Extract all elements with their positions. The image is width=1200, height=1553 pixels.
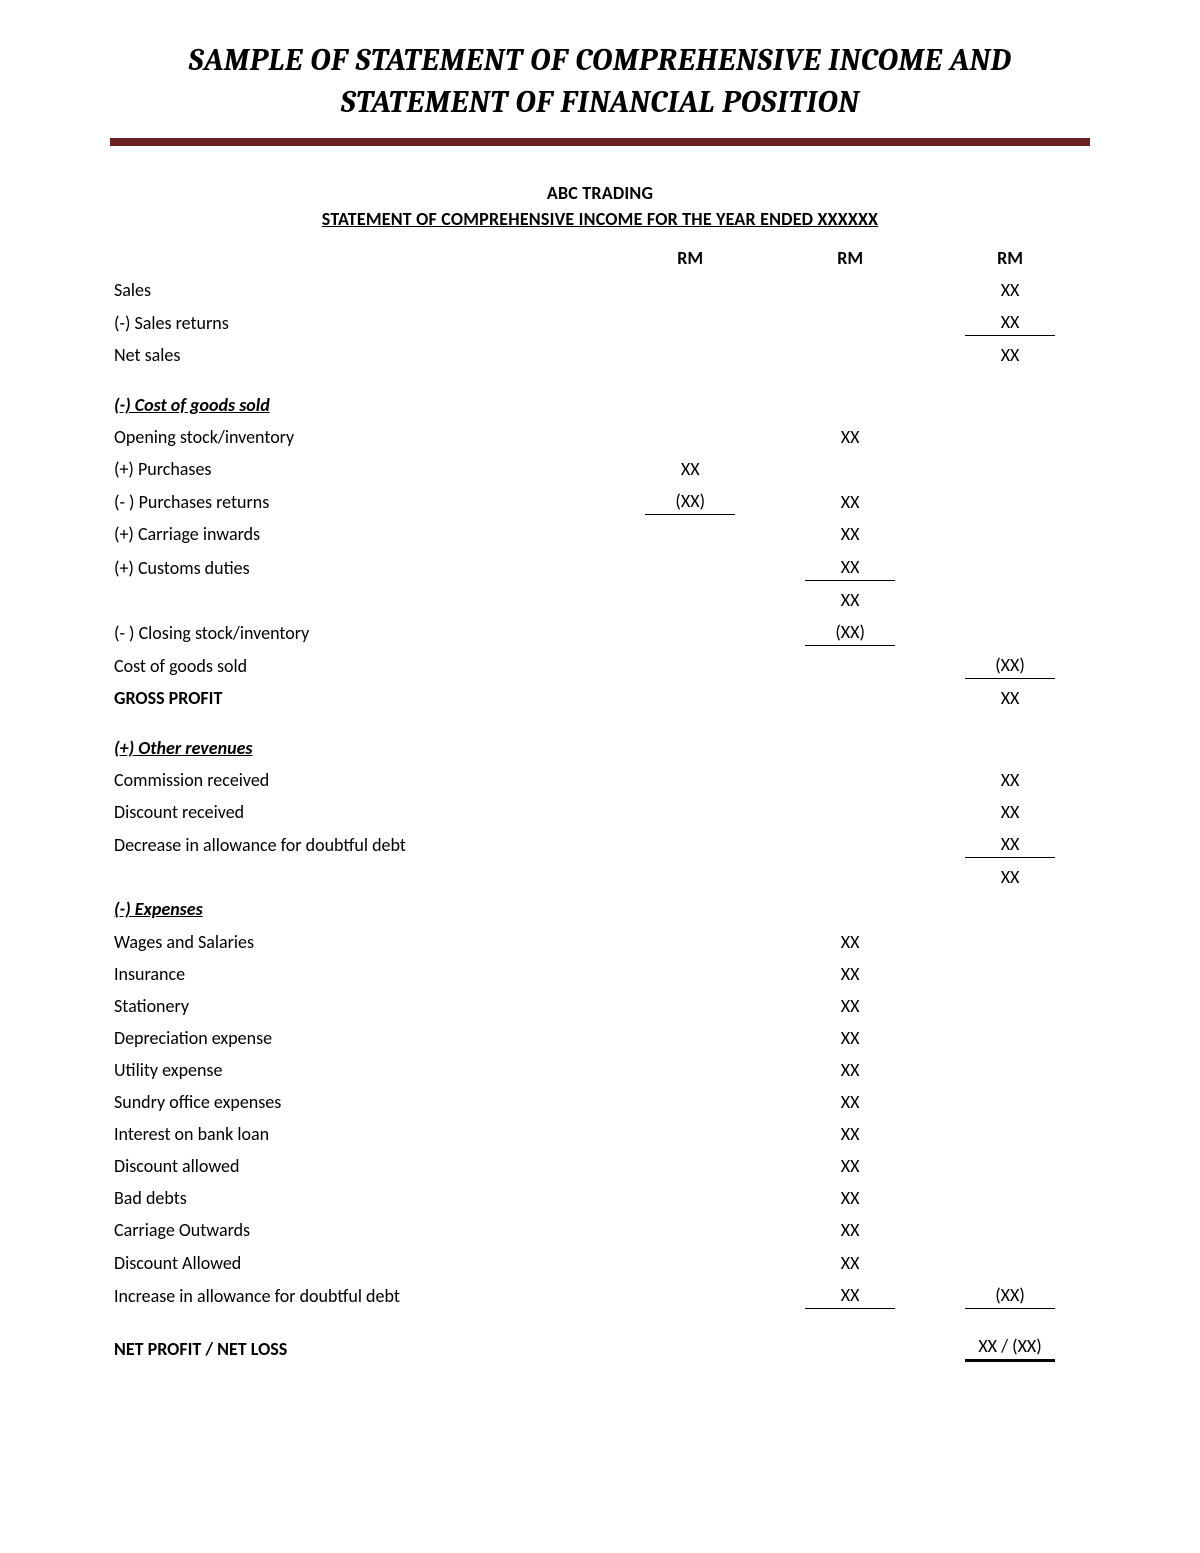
document-title: SAMPLE OF STATEMENT OF COMPREHENSIVE INC… — [110, 40, 1090, 124]
row-cogs-subtotal: XX — [110, 584, 1090, 616]
statement-title: STATEMENT OF COMPREHENSIVE INCOME FOR TH… — [110, 208, 1090, 230]
row-interest: Interest on bank loan XX — [110, 1118, 1090, 1150]
row-commission-received: Commission received XX — [110, 764, 1090, 796]
row-net-profit-loss: NET PROFIT / NET LOSS XX / (XX) — [110, 1330, 1090, 1365]
section-cogs: (-) Cost of goods sold — [110, 389, 1090, 421]
row-sundry: Sundry office expenses XX — [110, 1086, 1090, 1118]
row-customs-duties: (+) Customs duties XX — [110, 551, 1090, 584]
company-name: ABC TRADING — [110, 182, 1090, 204]
row-depreciation: Depreciation expense XX — [110, 1022, 1090, 1054]
section-other-revenues: (+) Other revenues — [110, 732, 1090, 764]
column-header-row: RM RM RM — [110, 242, 1090, 274]
income-statement-table: RM RM RM Sales XX (-) Sales returns XX N… — [110, 242, 1090, 1365]
row-discount-allowed-2: Discount Allowed XX — [110, 1247, 1090, 1279]
page: SAMPLE OF STATEMENT OF COMPREHENSIVE INC… — [0, 0, 1200, 1553]
row-sales-returns: (-) Sales returns XX — [110, 306, 1090, 339]
col-header-2: RM — [805, 245, 895, 271]
section-expenses: (-) Expenses — [110, 893, 1090, 925]
row-increase-allowance: Increase in allowance for doubtful debt … — [110, 1279, 1090, 1312]
row-discount-received: Discount received XX — [110, 796, 1090, 828]
row-other-revenues-subtotal: XX — [110, 861, 1090, 893]
row-purchases: (+) Purchases XX — [110, 453, 1090, 485]
row-decrease-allowance: Decrease in allowance for doubtful debt … — [110, 828, 1090, 861]
row-insurance: Insurance XX — [110, 958, 1090, 990]
row-carriage-inwards: (+) Carriage inwards XX — [110, 518, 1090, 550]
horizontal-rule — [110, 138, 1090, 146]
row-carriage-outwards: Carriage Outwards XX — [110, 1214, 1090, 1246]
row-sales: Sales XX — [110, 274, 1090, 306]
row-net-sales: Net sales XX — [110, 339, 1090, 371]
row-discount-allowed-1: Discount allowed XX — [110, 1150, 1090, 1182]
title-line-2: STATEMENT OF FINANCIAL POSITION — [341, 84, 860, 120]
row-gross-profit: GROSS PROFIT XX — [110, 682, 1090, 714]
row-purchases-returns: (- ) Purchases returns (XX) XX — [110, 485, 1090, 518]
row-bad-debts: Bad debts XX — [110, 1182, 1090, 1214]
row-opening-stock: Opening stock/inventory XX — [110, 421, 1090, 453]
row-cogs-total: Cost of goods sold (XX) — [110, 649, 1090, 682]
col-header-1: RM — [645, 245, 735, 271]
row-closing-stock: (- ) Closing stock/inventory (XX) — [110, 616, 1090, 649]
col-header-3: RM — [965, 245, 1055, 271]
title-line-1: SAMPLE OF STATEMENT OF COMPREHENSIVE INC… — [189, 42, 1012, 78]
row-stationery: Stationery XX — [110, 990, 1090, 1022]
row-wages: Wages and Salaries XX — [110, 926, 1090, 958]
row-utility: Utility expense XX — [110, 1054, 1090, 1086]
